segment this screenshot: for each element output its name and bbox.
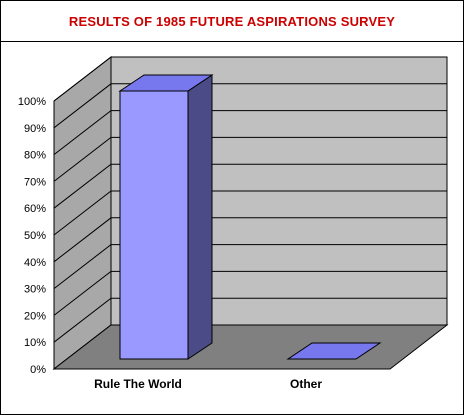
y-tick-label: 20% [24, 310, 46, 322]
category-label: Other [290, 377, 322, 391]
y-tick-label: 0% [30, 364, 46, 376]
gridline [53, 244, 447, 289]
bar [119, 90, 189, 360]
y-tick-label: 10% [24, 337, 46, 349]
y-tick-label: 70% [24, 176, 46, 188]
gridline [53, 297, 447, 343]
gridline [53, 190, 447, 236]
gridline [53, 83, 447, 129]
gridline [53, 56, 447, 102]
bar-top [118, 74, 214, 92]
y-tick-label: 30% [24, 284, 46, 296]
gridline [53, 136, 447, 182]
bar-side [187, 74, 213, 360]
category-label: Rule The World [94, 377, 182, 391]
y-tick-label: 80% [24, 150, 46, 162]
y-tick-label: 90% [24, 123, 46, 135]
gridline [53, 270, 447, 316]
gridline [53, 217, 447, 263]
y-tick-label: 50% [24, 230, 46, 242]
y-tick-label: 60% [24, 203, 46, 215]
gridline [53, 163, 447, 209]
bar-top [286, 342, 382, 360]
chart-title: RESULTS OF 1985 FUTURE ASPIRATIONS SURVE… [1, 1, 463, 42]
floor [52, 324, 449, 370]
y-tick-label: 100% [18, 96, 46, 108]
gridline [53, 110, 447, 155]
y-tick-label: 40% [24, 257, 46, 269]
